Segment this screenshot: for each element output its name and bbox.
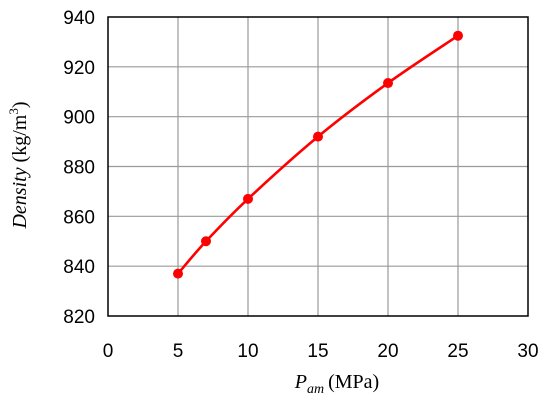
x-axis-tick-labels: 0 5 10 15 20 25 30: [103, 341, 539, 362]
x-tick-label: 15: [307, 341, 328, 362]
y-axis-name: Density: [9, 167, 31, 229]
x-axis-title: Pam (MPa): [294, 371, 379, 397]
y-tick-label: 820: [63, 307, 95, 328]
y-axis-unit-exponent: 3: [6, 108, 21, 115]
series-group: [173, 30, 463, 279]
x-tick-label: 0: [103, 341, 114, 362]
x-axis-subscript: am: [307, 382, 324, 397]
x-tick-label: 25: [447, 341, 468, 362]
data-point-marker: [383, 78, 393, 89]
data-point-marker: [453, 30, 463, 41]
data-point-marker: [173, 268, 183, 279]
x-tick-label: 10: [237, 341, 258, 362]
x-axis-unit: (MPa): [328, 371, 379, 393]
plot-area-frame: [107, 16, 529, 317]
y-tick-label: 840: [63, 257, 95, 278]
y-tick-label: 940: [63, 8, 95, 29]
data-point-marker: [313, 131, 323, 142]
y-tick-label: 860: [63, 207, 95, 228]
y-tick-label: 900: [63, 108, 95, 129]
x-tick-label: 20: [377, 341, 398, 362]
data-point-marker: [243, 193, 253, 204]
y-axis-tick-labels: 820 840 860 880 900 920 940: [63, 8, 95, 328]
y-tick-label: 880: [63, 158, 95, 179]
y-axis-unit-prefix: (kg/m: [9, 114, 31, 162]
x-axis-symbol: P: [294, 371, 307, 393]
x-tick-label: 30: [517, 341, 538, 362]
y-tick-label: 920: [63, 58, 95, 79]
data-point-marker: [201, 236, 211, 247]
y-axis-unit-suffix: ): [9, 101, 31, 108]
y-axis-title: Density (kg/m3): [6, 101, 31, 229]
x-tick-label: 5: [173, 341, 184, 362]
grid-lines: [108, 17, 528, 316]
